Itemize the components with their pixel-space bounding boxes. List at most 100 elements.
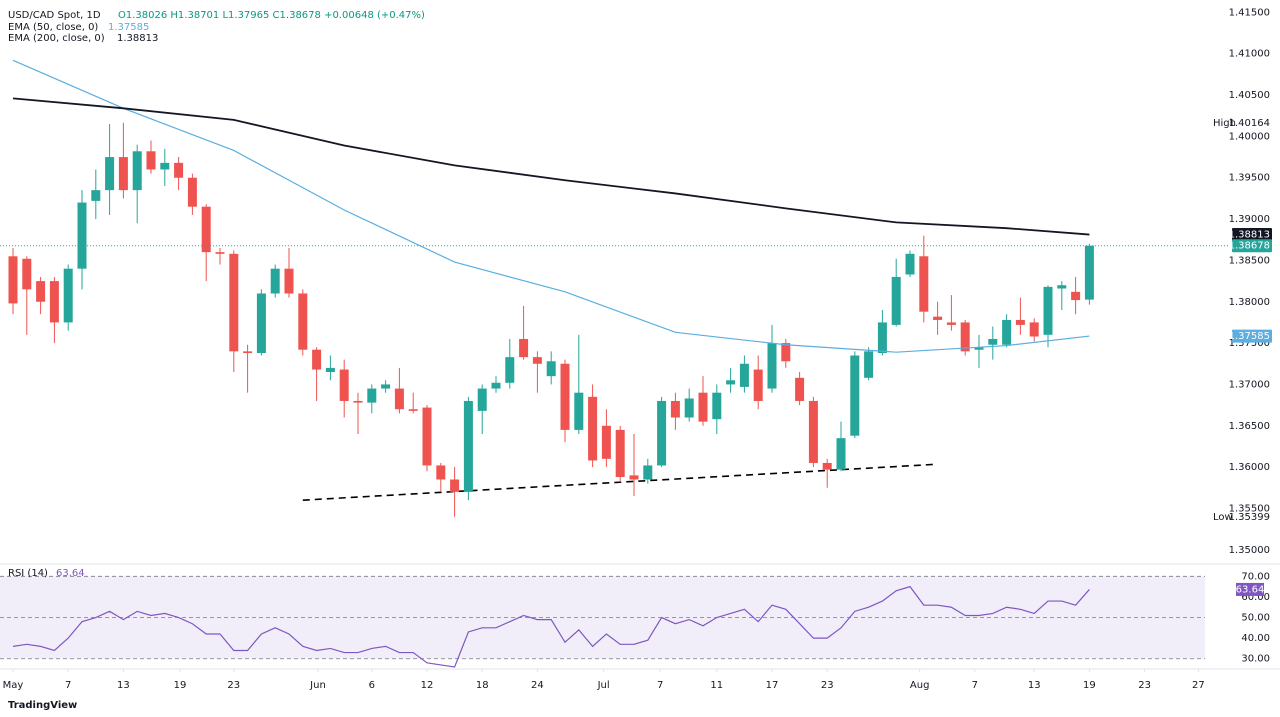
candle-body	[63, 268, 73, 323]
rsi-y-tick-label: 50.00	[1241, 613, 1270, 624]
candle-body	[601, 425, 611, 459]
y-tick-label: 1.35000	[1229, 545, 1270, 556]
candle-body	[1071, 291, 1081, 301]
rsi-y-tick-label: 40.00	[1241, 633, 1270, 644]
candle-body	[394, 388, 404, 410]
candle-body	[132, 151, 142, 191]
candle-body	[36, 281, 46, 302]
x-tick-label: 11	[710, 680, 723, 691]
ohlc-legend: O1.38026 H1.38701 L1.37965 C1.38678 +0.0…	[118, 10, 425, 21]
y-tick-label: 1.41500	[1229, 7, 1270, 18]
x-tick-label: 27	[1192, 680, 1205, 691]
candle-body	[629, 475, 639, 480]
candle-body	[187, 177, 197, 207]
candle-body	[588, 396, 598, 461]
x-tick-label: Jul	[597, 680, 610, 691]
last-price-tag-bg	[1232, 239, 1272, 253]
x-tick-label: 7	[65, 680, 71, 691]
candle-body	[160, 162, 170, 170]
extreme-value: 1.35399	[1229, 512, 1270, 523]
candle-body	[822, 462, 832, 470]
candle-body	[850, 355, 860, 436]
candle-body	[905, 253, 915, 275]
x-tick-label: 24	[531, 680, 544, 691]
candle-body	[505, 357, 515, 383]
y-tick-label: 1.35500	[1229, 503, 1270, 514]
candle-body	[753, 369, 763, 401]
extreme-label: Low	[1213, 512, 1233, 523]
candle-body	[1029, 322, 1039, 337]
candle-body	[146, 151, 156, 170]
candle-body	[422, 407, 432, 466]
candle-body	[91, 190, 101, 201]
candle-body	[105, 157, 115, 191]
x-tick-label: 18	[476, 680, 489, 691]
candle-body	[767, 343, 777, 389]
candle-body	[201, 206, 211, 253]
candle-body	[726, 380, 736, 385]
candle-body	[8, 256, 18, 304]
y-tick-label: 1.38000	[1229, 297, 1270, 308]
candle-body	[353, 400, 363, 403]
y-tick-label: 1.40000	[1229, 131, 1270, 142]
rsi-value: 63.64	[56, 568, 85, 579]
candle-body	[877, 322, 887, 354]
legend-name: EMA (200, close, 0)	[8, 33, 105, 44]
y-tick-label: 1.36000	[1229, 462, 1270, 473]
rsi-y-tick-label: 30.00	[1241, 654, 1270, 665]
candle-body	[712, 392, 722, 420]
candle-body	[436, 465, 446, 480]
candle-body	[477, 388, 487, 411]
x-tick-label: Aug	[910, 680, 930, 691]
x-tick-label: 19	[1083, 680, 1096, 691]
x-tick-label: 13	[117, 680, 130, 691]
ema-price-tag: 1.37585	[1229, 331, 1270, 342]
candle-body	[919, 256, 929, 312]
candle-body	[670, 400, 680, 418]
last-price-tag: 1.38678	[1229, 241, 1270, 252]
candle-body	[1043, 286, 1053, 335]
y-tick-label: 1.39500	[1229, 173, 1270, 184]
candle-body	[325, 367, 335, 373]
candle-body	[933, 316, 943, 320]
y-tick-label: 1.36500	[1229, 421, 1270, 432]
candle-body	[657, 400, 667, 466]
x-tick-label: 23	[227, 680, 240, 691]
legend-value: 1.38813	[117, 33, 158, 44]
candle-body	[408, 409, 418, 411]
candle-body	[960, 322, 970, 352]
ema-price-tag: 1.38813	[1229, 230, 1270, 241]
candle-body	[339, 369, 349, 401]
x-tick-label: 13	[1028, 680, 1041, 691]
rsi-name: RSI (14)	[8, 568, 48, 579]
x-tick-label: 6	[369, 680, 375, 691]
candle-body	[284, 268, 294, 294]
candle-body	[946, 322, 956, 325]
extreme-label: High	[1213, 118, 1236, 129]
candle-body	[532, 357, 542, 364]
candle-body	[77, 202, 87, 269]
x-tick-label: 7	[972, 680, 978, 691]
candle-body	[215, 252, 225, 254]
rsi-line	[12, 585, 1090, 668]
candle-body	[1015, 319, 1025, 325]
candle-body	[739, 363, 749, 387]
y-tick-label: 1.41000	[1229, 49, 1270, 60]
candle-body	[367, 388, 377, 403]
x-tick-label: 12	[421, 680, 434, 691]
candle-body	[574, 392, 584, 430]
y-tick-label: 1.38500	[1229, 255, 1270, 266]
candle-body	[49, 281, 59, 323]
candle-body	[836, 438, 846, 470]
candle-body	[243, 351, 253, 354]
candle-body	[1057, 285, 1067, 289]
extreme-value: 1.40164	[1229, 118, 1270, 129]
rsi-tag: 63.64	[1236, 584, 1265, 595]
y-tick-label: 1.40500	[1229, 90, 1270, 101]
legend-value: 1.37585	[108, 22, 149, 33]
candle-body	[174, 162, 184, 178]
candle-body	[1002, 319, 1012, 345]
chart-title: USD/CAD Spot, 1D	[8, 10, 101, 21]
